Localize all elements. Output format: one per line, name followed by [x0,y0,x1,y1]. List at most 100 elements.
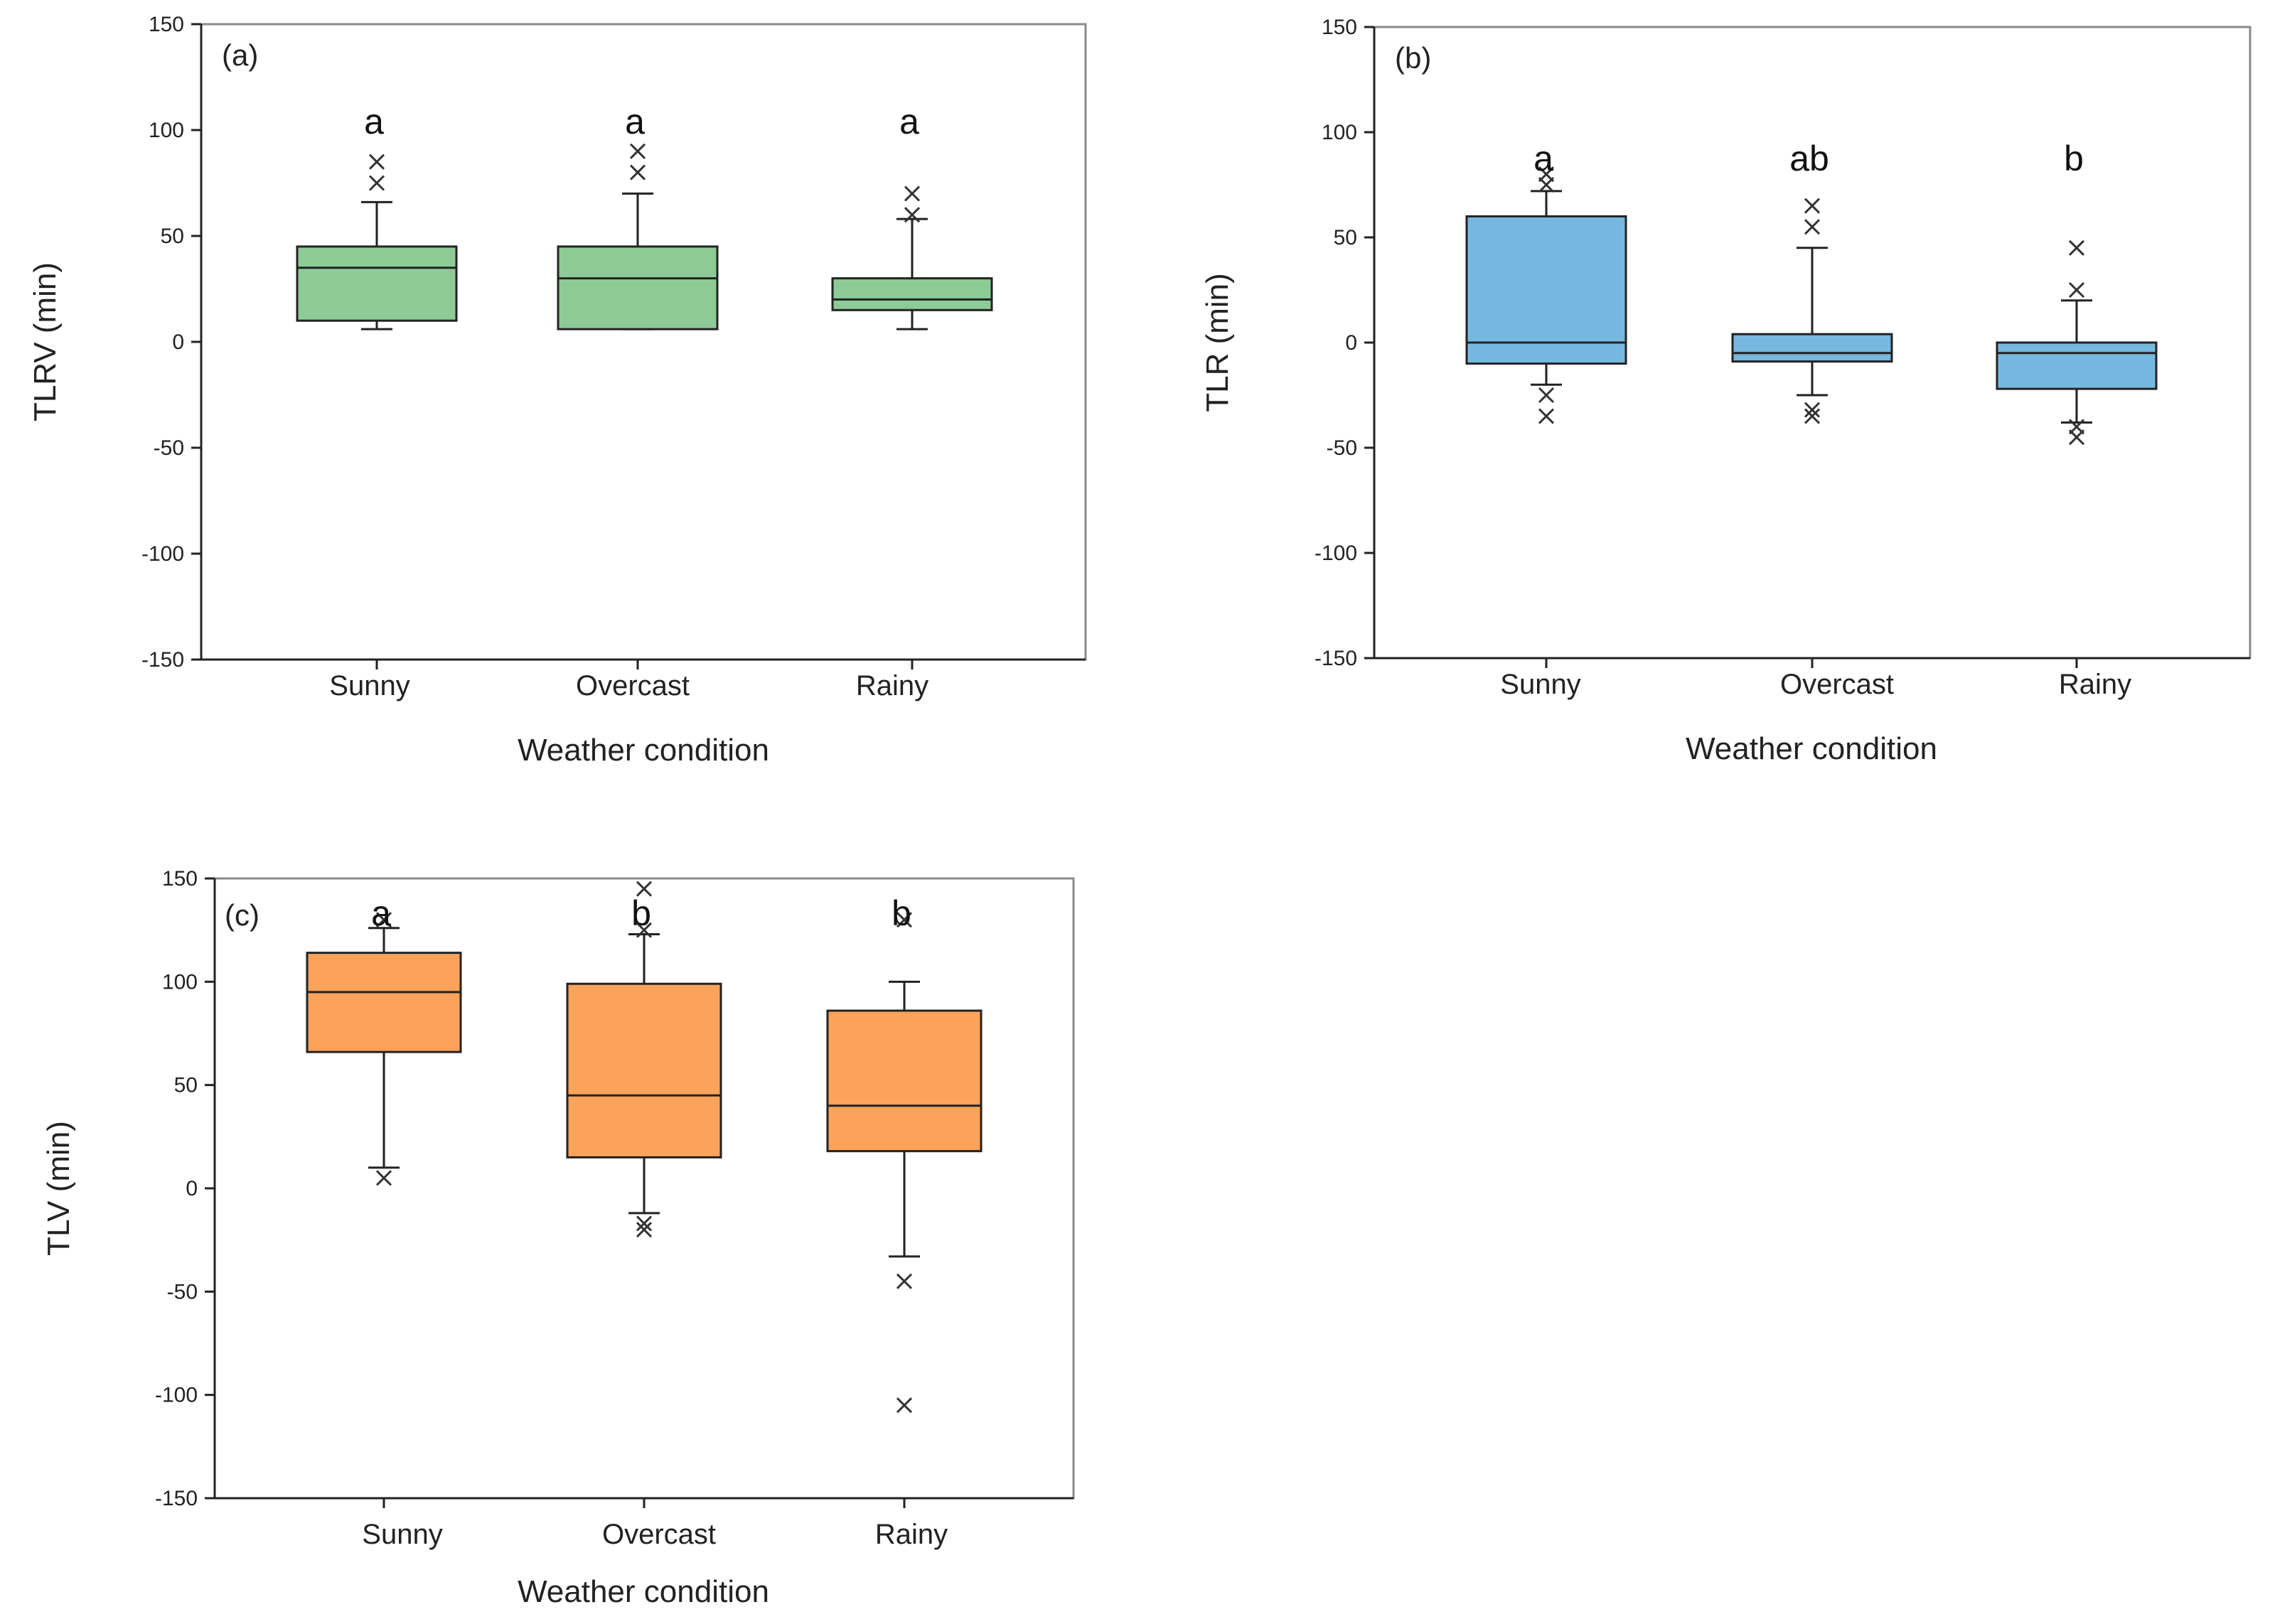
box-rainy: b [826,893,983,1414]
x-category-label: Overcast [1780,669,1894,700]
iqr-box [557,245,719,330]
significance-letter: b [892,893,911,933]
outlier-marker [636,1215,653,1232]
outlier-stroke [896,1397,913,1414]
outlier-marker [2068,281,2085,299]
significance-letter: a [625,102,645,141]
outlier-stroke [375,1170,392,1186]
outlier-marker [629,143,646,159]
outlier-marker [375,1170,392,1186]
box-overcast: a [557,102,719,330]
y-axis-title: TLR (min) [1200,273,1235,412]
y-tick-label: 100 [162,970,198,994]
y-tick-label: 0 [172,330,184,354]
panel-label: (a) [222,38,258,72]
boxplot-panel-2: 150 100 50 0 -50 -100 -150 Sunny Overcast Rainy TL… [1200,16,2252,766]
outlier-stroke [629,143,646,159]
y-tick-label: -100 [1315,542,1357,565]
panel-label: (c) [225,898,259,932]
y-tick-label: 150 [149,13,184,36]
x-category-label: Rainy [2059,669,2131,700]
outlier-marker [636,1222,653,1238]
outlier-marker [896,912,913,928]
y-tick-label: -100 [141,542,184,566]
iqr-box [826,1009,983,1153]
outlier-stroke [636,881,653,897]
y-axis-title: TLRV (min) [28,262,63,421]
y-axis-title: TLV (min) [41,1121,76,1256]
outlier-marker [2068,240,2085,256]
x-category-label: Rainy [875,1519,948,1550]
outlier-stroke [368,154,385,170]
outlier-marker [896,1397,913,1414]
iqr-box [566,982,722,1158]
x-category-label: Overcast [576,670,690,701]
y-tick-label: -150 [155,1487,198,1510]
iqr-box [1731,333,1893,363]
box-overcast: ab [1731,139,1893,424]
y-tick-label: -50 [154,436,184,460]
x-category-label: Rainy [856,670,928,701]
x-axis-title: Weather condition [518,733,769,768]
outlier-marker [1804,408,1821,424]
outlier-marker [904,185,921,202]
outlier-marker [368,154,385,170]
outlier-stroke [1538,408,1555,424]
outlier-marker [896,1273,913,1289]
outlier-marker [1538,408,1555,424]
significance-letter: a [1533,139,1553,178]
box-overcast: b [566,881,722,1238]
outlier-stroke [1804,198,1821,214]
outlier-marker [1538,387,1555,404]
outlier-marker [636,922,653,938]
boxplot-panel-3: 150 100 50 0 -50 -100 -150 Sunny Overcast Rainy TL… [41,867,1075,1609]
significance-letter: b [631,893,651,933]
box-rainy: a [831,102,993,330]
box-sunny: a [1465,139,1627,424]
outlier-stroke [636,922,653,938]
y-tick-label: 0 [186,1177,198,1200]
outlier-marker [1538,166,1555,183]
outlier-marker [1804,219,1821,235]
iqr-box [1996,341,2158,390]
x-axis-title: Weather condition [518,1574,769,1609]
x-category-label: Sunny [362,1519,442,1550]
y-tick-label: 50 [161,225,184,248]
x-category-label: Overcast [602,1519,716,1550]
box-rainy: b [1996,139,2158,446]
significance-letter: b [2064,139,2084,178]
outlier-stroke [629,164,646,181]
x-category-label: Sunny [329,670,409,701]
outlier-stroke [1538,166,1555,183]
outlier-stroke [368,175,385,191]
panel-label: (b) [1395,41,1431,75]
outlier-stroke [636,1215,653,1232]
y-tick-label: 100 [149,119,184,142]
boxplot-panel-1: 150 100 50 0 -50 -100 -150 Sunny Overcast Rainy TL… [28,13,1087,768]
outlier-stroke [2068,429,2085,446]
outlier-stroke [904,207,921,223]
significance-letter: a [364,102,384,141]
y-tick-label: 100 [1322,121,1357,144]
y-tick-label: -50 [167,1280,198,1303]
outlier-marker [375,912,392,928]
box-sunny: a [296,102,458,330]
outlier-marker [904,207,921,223]
outlier-stroke [896,1273,913,1289]
outlier-marker [1804,402,1821,418]
outlier-stroke [2068,281,2085,299]
y-tick-label: 50 [1334,226,1357,249]
y-tick-label: 150 [1322,16,1357,39]
iqr-box [296,245,458,322]
y-tick-label: 150 [162,867,198,891]
outlier-stroke [2068,240,2085,256]
x-category-label: Sunny [1500,669,1580,700]
significance-letter: ab [1789,139,1829,178]
outlier-stroke [1804,219,1821,235]
outlier-marker [1804,198,1821,214]
outlier-marker [636,881,653,897]
outlier-stroke [1804,408,1821,424]
y-tick-label: 50 [174,1074,198,1097]
x-axis-title: Weather condition [1686,731,1937,766]
